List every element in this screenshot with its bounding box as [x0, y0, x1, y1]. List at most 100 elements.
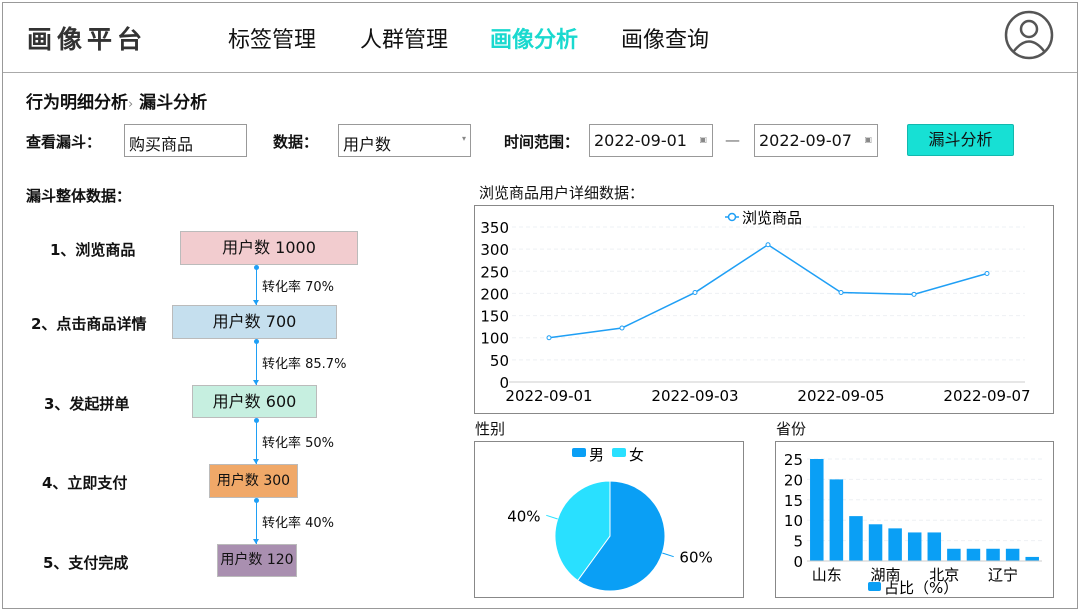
data-point [765, 242, 771, 248]
x-tick-label: 北京 [929, 566, 959, 584]
data-point [546, 335, 552, 341]
bar [810, 459, 824, 561]
x-tick-label: 2022-09-01 [505, 387, 592, 405]
x-tick-label: 2022-09-07 [943, 387, 1030, 405]
breadcrumb-current: 漏斗分析 [139, 93, 208, 113]
time-range-label: 时间范围： [504, 133, 580, 151]
data-point [911, 291, 917, 297]
funnel-analysis-button[interactable]: 漏斗分析 [907, 124, 1014, 156]
bar [849, 516, 863, 561]
bar [947, 548, 961, 561]
legend-label: 浏览商品 [742, 209, 802, 227]
y-tick-label: 50 [490, 352, 509, 370]
breadcrumb-parent[interactable]: 行为明细分析 [26, 93, 128, 113]
y-tick-label: 100 [480, 330, 509, 348]
y-tick-label: 250 [480, 263, 509, 281]
bar [868, 524, 883, 561]
bar [888, 528, 902, 561]
user-avatar-icon[interactable] [1004, 10, 1054, 60]
conversion-rate: 转化率 85.7% [262, 357, 347, 372]
funnel-step-box: 用户数 700 [172, 305, 337, 339]
logo: 画像平台 [27, 25, 148, 54]
funnel-section-title: 漏斗整体数据： [26, 187, 132, 205]
breadcrumb-separator: › [128, 97, 134, 112]
line-chart: 0 50 100 150 200 250 300 350 2022-09-01 2022-09-0… [480, 209, 1030, 405]
calendar-icon: ▣ [699, 135, 707, 144]
nav-crowd-management[interactable]: 人群管理 [360, 28, 449, 53]
funnel-label: 查看漏斗： [26, 133, 102, 151]
slice-label: 60% [679, 549, 712, 567]
bar [986, 548, 1000, 561]
y-tick-label: 350 [480, 219, 509, 237]
gender-chart-panel: 60% 40% 男 女 [474, 441, 744, 598]
bar [907, 532, 922, 561]
funnel-step-box: 用户数 120 [217, 544, 297, 577]
data-select[interactable]: 用户数 ▾ [338, 124, 471, 157]
line-chart-title: 浏览商品用户详细数据： [479, 184, 645, 202]
data-point [619, 325, 625, 331]
y-tick-label: 200 [480, 285, 509, 303]
funnel-connector-arrow [253, 418, 259, 464]
data-label: 数据： [273, 133, 319, 151]
funnel-step-box: 用户数 300 [209, 464, 298, 498]
end-date-input[interactable]: 2022-09-07 ▣ [754, 124, 878, 157]
funnel-step-label: 2、点击商品详情 [31, 315, 147, 333]
funnel-step-box: 用户数 1000 [180, 231, 358, 265]
y-tick-label: 10 [784, 512, 803, 530]
bar [829, 479, 844, 561]
slice-label: 40% [507, 507, 540, 525]
funnel-step-label: 5、支付完成 [43, 554, 129, 572]
x-tick-label: 2022-09-03 [651, 387, 738, 405]
funnel-step-label: 1、浏览商品 [50, 241, 136, 259]
y-tick-label: 5 [793, 533, 803, 551]
legend-label: 女 [629, 446, 644, 464]
start-date-value: 2022-09-01 [594, 131, 687, 150]
series-line [548, 243, 988, 339]
province-chart-panel: 0 5 10 15 20 25 山东 湖南 北京 辽宁 占比（%） [775, 441, 1054, 598]
end-date-value: 2022-09-07 [759, 131, 852, 150]
breadcrumb: 行为明细分析› 漏斗分析 [26, 88, 207, 113]
data-point [692, 290, 698, 296]
conversion-rate: 转化率 70% [262, 280, 335, 295]
y-tick-label: 300 [480, 241, 509, 259]
start-date-input[interactable]: 2022-09-01 ▣ [589, 124, 713, 157]
calendar-icon: ▣ [864, 135, 872, 144]
chevron-down-icon: ▾ [461, 134, 466, 143]
x-tick-label: 湖南 [871, 566, 901, 584]
bar [1005, 548, 1020, 561]
data-select-value: 用户数 [343, 135, 392, 154]
legend-swatch [572, 448, 586, 457]
range-separator: — [725, 131, 740, 149]
funnel-step-label: 3、发起拼单 [44, 395, 130, 413]
x-tick-label: 2022-09-05 [797, 387, 884, 405]
funnel-connector-arrow [253, 265, 259, 305]
gender-chart-title: 性别 [475, 420, 506, 438]
nav-profile-query[interactable]: 画像查询 [621, 28, 710, 53]
funnel-input[interactable]: 购买商品 [124, 124, 247, 157]
nav-profile-analysis[interactable]: 画像分析 [490, 28, 579, 53]
line-chart-panel: 0 50 100 150 200 250 300 350 2022-09-01 2022-09-0… [474, 205, 1054, 414]
bar [966, 548, 981, 561]
legend-label: 男 [589, 446, 604, 464]
legend-swatch [868, 582, 881, 591]
bar [1025, 556, 1039, 561]
pie-slice [554, 480, 611, 582]
conversion-rate: 转化率 40% [262, 516, 335, 531]
funnel-step-box: 用户数 600 [192, 385, 317, 418]
conversion-rate: 转化率 50% [262, 436, 335, 451]
funnel-connector-arrow [253, 339, 259, 385]
y-tick-label: 0 [499, 374, 509, 392]
funnel-connector-arrow [253, 498, 259, 544]
label-line [662, 552, 674, 558]
y-tick-label: 0 [793, 553, 803, 571]
y-tick-label: 20 [784, 471, 803, 489]
data-point [838, 290, 844, 296]
top-nav [3, 3, 1077, 73]
province-chart-title: 省份 [776, 420, 807, 438]
y-tick-label: 15 [784, 492, 803, 510]
bar [927, 532, 942, 561]
label-line [546, 514, 558, 520]
nav-tag-management[interactable]: 标签管理 [228, 28, 317, 53]
gender-pie-chart: 60% 40% 男 女 [507, 446, 713, 592]
